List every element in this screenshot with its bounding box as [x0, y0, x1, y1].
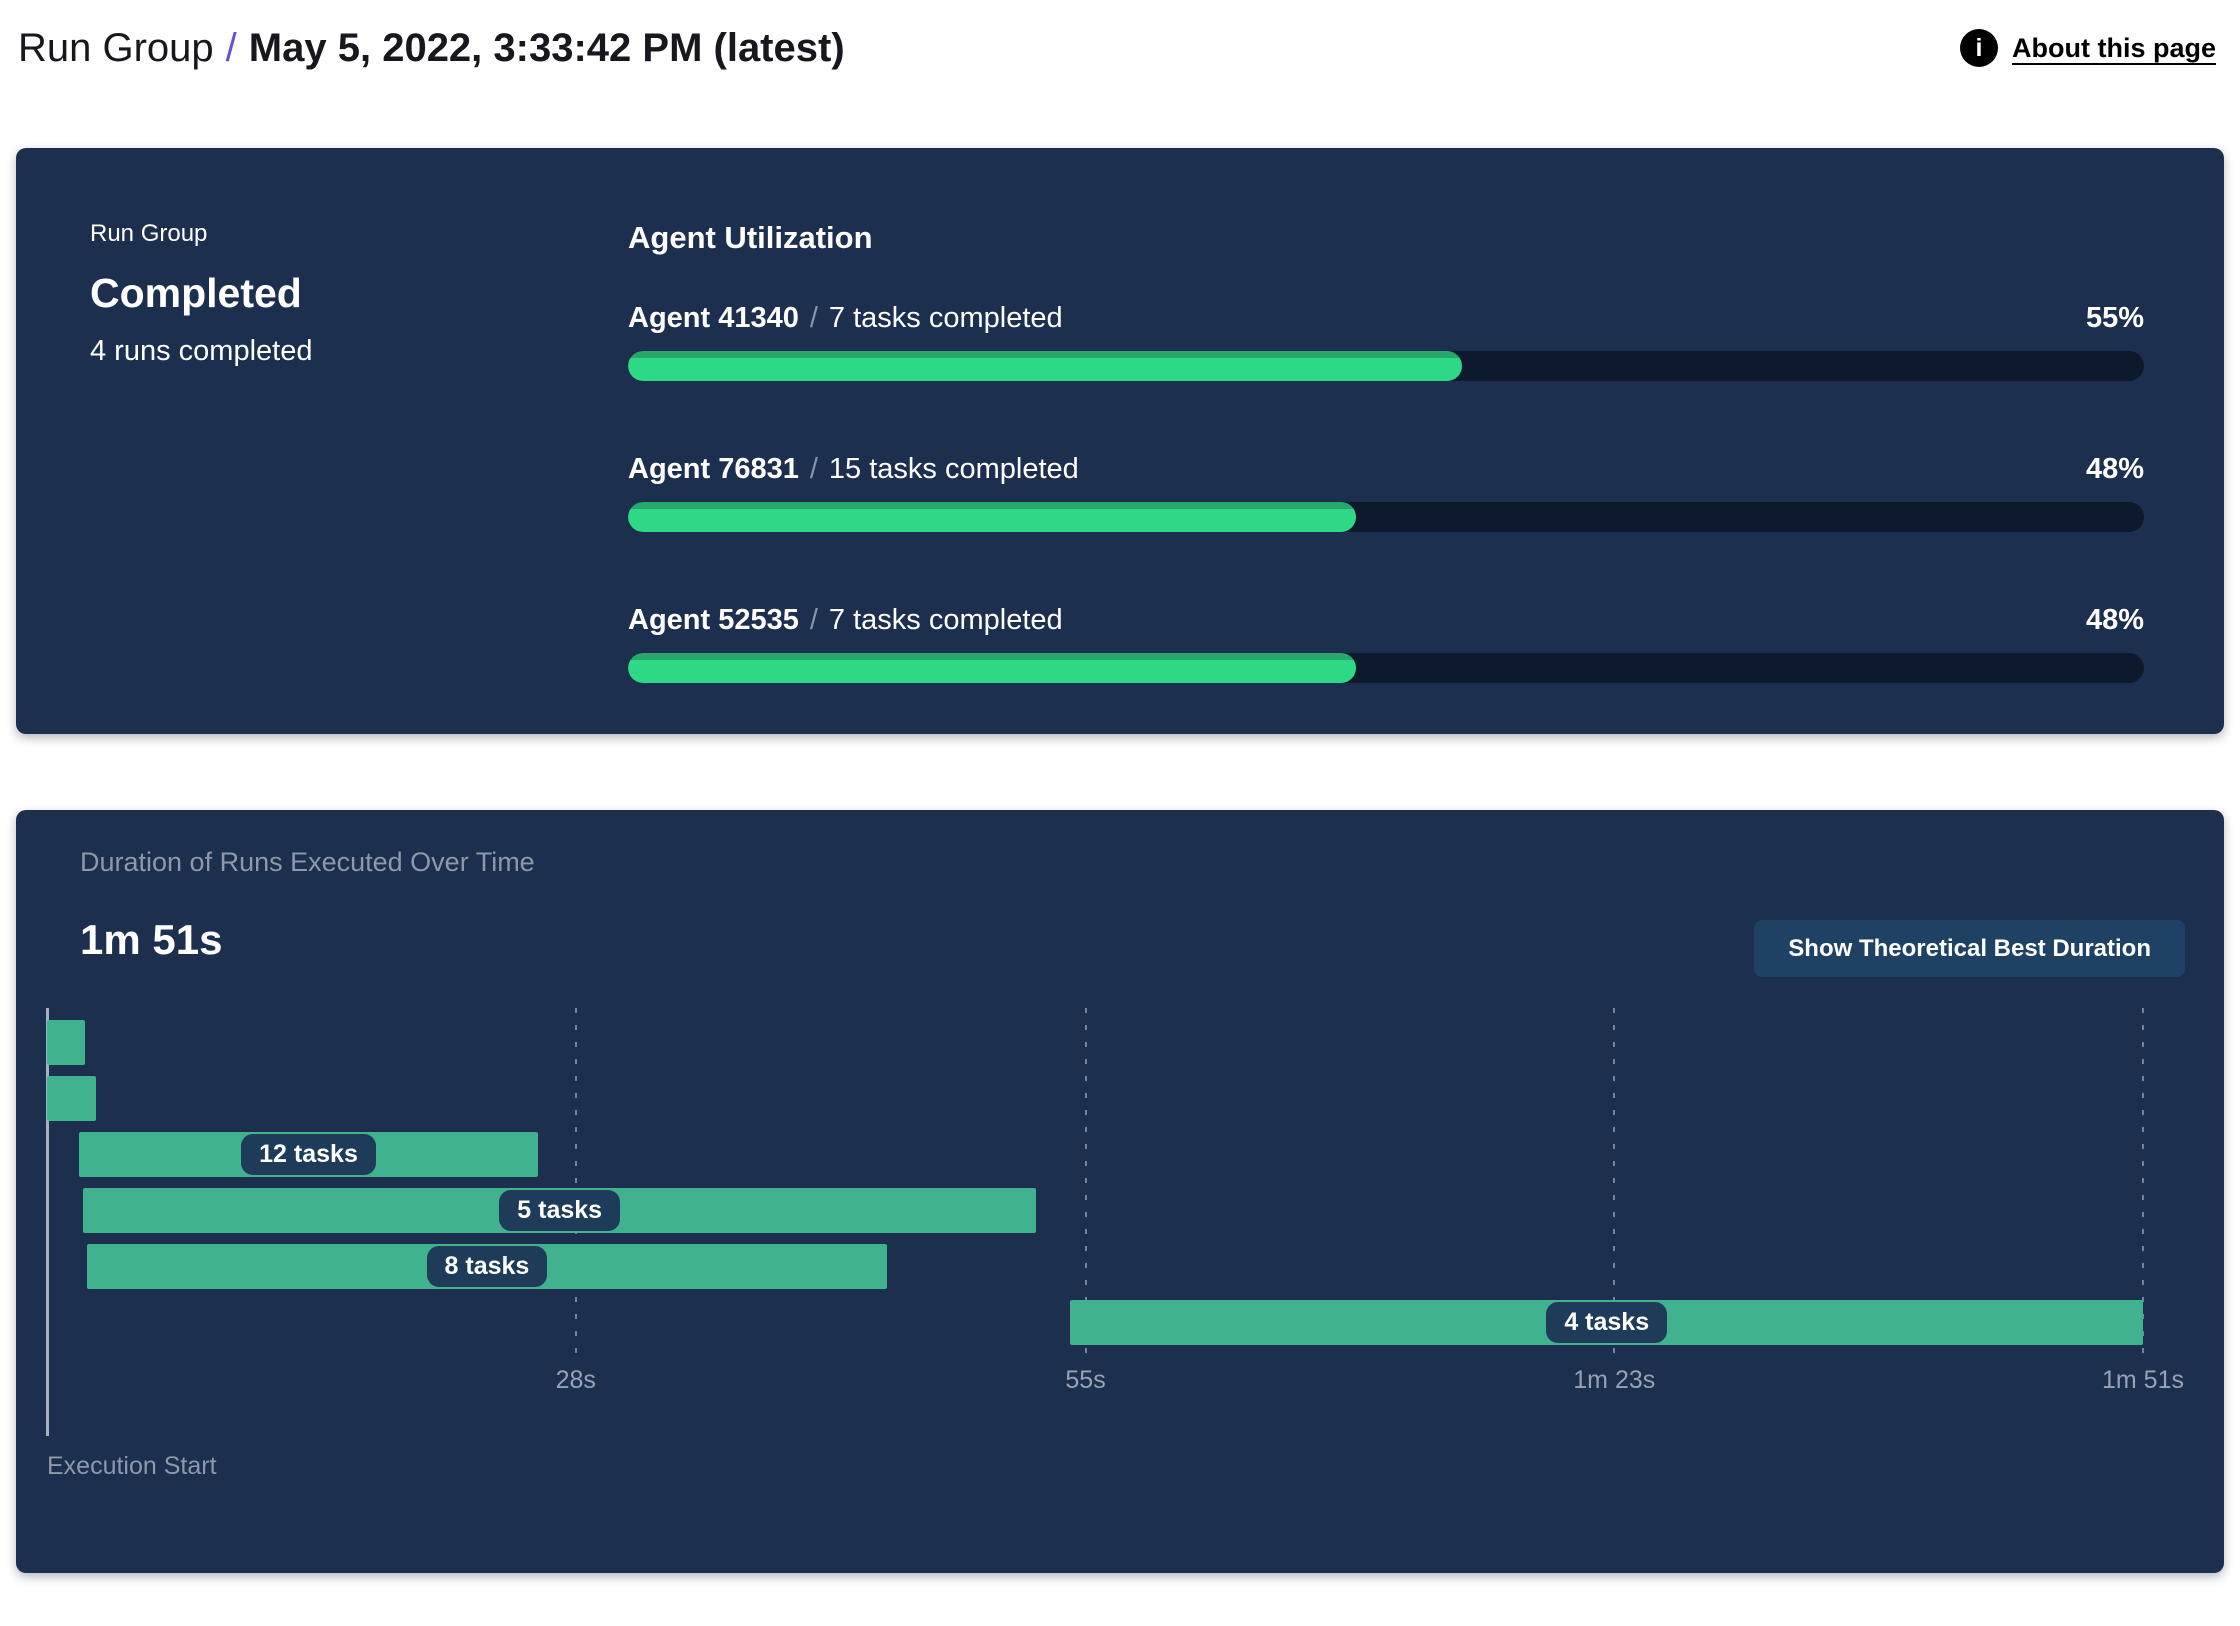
time-tick-label: 28s — [555, 1366, 596, 1394]
agent-utilization-fill — [628, 502, 1356, 532]
agent-utilization-percent: 55% — [2085, 302, 2144, 334]
agent-tasks-completed: 7 tasks completed — [828, 604, 1063, 636]
time-tick-label: 1m 23s — [1573, 1366, 1656, 1394]
run-group-status: Completed — [90, 270, 302, 316]
time-tick-label: 1m 51s — [2102, 1366, 2184, 1394]
agent-utilization-track — [628, 502, 2144, 532]
gantt-run-bar[interactable]: 4 tasks — [1070, 1300, 2143, 1345]
agent-tasks-completed: 7 tasks completed — [828, 302, 1063, 334]
execution-start-label: Execution Start — [47, 1452, 217, 1480]
page: Run Group / May 5, 2022, 3:33:42 PM (lat… — [0, 0, 2240, 1573]
task-count-pill: 8 tasks — [426, 1246, 548, 1287]
agent-name: Agent 41340 — [628, 302, 799, 334]
runs-completed-summary: 4 runs completed — [90, 335, 313, 367]
gantt-run-bar[interactable] — [47, 1076, 97, 1121]
agent-row: Agent 52535 / 7 tasks completed 48% — [628, 604, 2144, 683]
time-gridline — [1613, 1008, 1616, 1358]
agent-row-header: Agent 52535 / 7 tasks completed 48% — [628, 604, 2144, 637]
execution-start-axis-line — [46, 1008, 49, 1436]
breadcrumb-current-run: May 5, 2022, 3:33:42 PM (latest) — [248, 25, 845, 70]
time-tick-label: 55s — [1065, 1366, 1106, 1394]
about-this-page-link[interactable]: i About this page — [1960, 29, 2216, 67]
agent-name-separator: / — [809, 453, 818, 485]
agent-name: Agent 76831 — [628, 453, 799, 485]
gantt-run-bar[interactable] — [47, 1020, 85, 1065]
duration-panel: Duration of Runs Executed Over Time 1m 5… — [16, 810, 2224, 1573]
run-group-label: Run Group — [90, 220, 208, 247]
about-this-page-label: About this page — [2012, 32, 2216, 63]
gantt-run-bar[interactable]: 8 tasks — [86, 1244, 888, 1289]
agent-utilization-section: Agent Utilization Agent 41340 / 7 tasks … — [628, 220, 2144, 734]
breadcrumb-run-group: Run Group — [18, 25, 214, 70]
page-title: Run Group / May 5, 2022, 3:33:42 PM (lat… — [18, 26, 845, 71]
agent-utilization-percent: 48% — [2085, 453, 2144, 485]
time-gridline — [1084, 1008, 1087, 1358]
task-count-pill: 4 tasks — [1546, 1302, 1668, 1343]
page-header: Run Group / May 5, 2022, 3:33:42 PM (lat… — [0, 0, 2240, 96]
agent-name-separator: / — [809, 604, 818, 636]
agent-utilization-fill — [628, 653, 1356, 683]
gantt-chart: 12 tasks 5 tasks 8 tasks 4 tasks 28s 55s 1m 2… — [46, 1008, 2184, 1488]
breadcrumb-separator: / — [225, 25, 237, 70]
info-icon-glyph: i — [1975, 33, 1983, 62]
agent-row: Agent 41340 / 7 tasks completed 55% — [628, 302, 2144, 381]
agent-utilization-track — [628, 653, 2144, 683]
duration-chart-title: Duration of Runs Executed Over Time — [80, 847, 535, 877]
run-group-summary: Run Group Completed 4 runs completed — [90, 220, 628, 734]
gantt-run-bar[interactable]: 12 tasks — [79, 1132, 538, 1177]
task-count-pill: 12 tasks — [241, 1134, 376, 1175]
agent-utilization-fill — [628, 351, 1462, 381]
agent-utilization-track — [628, 351, 2144, 381]
time-gridline — [2142, 1008, 2144, 1358]
total-duration-value: 1m 51s — [80, 916, 223, 963]
show-theoretical-best-duration-button[interactable]: Show Theoretical Best Duration — [1754, 920, 2185, 977]
agent-row-header: Agent 41340 / 7 tasks completed 55% — [628, 302, 2144, 335]
time-gridline — [574, 1008, 577, 1358]
agent-name: Agent 52535 — [628, 604, 799, 636]
task-count-pill: 5 tasks — [499, 1190, 621, 1231]
agent-utilization-title: Agent Utilization — [628, 220, 873, 255]
agent-row: Agent 76831 / 15 tasks completed 48% — [628, 453, 2144, 532]
run-group-panel: Run Group Completed 4 runs completed Age… — [16, 148, 2224, 734]
agent-name-separator: / — [809, 302, 818, 334]
gantt-run-bar[interactable]: 5 tasks — [82, 1188, 1037, 1233]
info-icon: i — [1960, 29, 1998, 67]
agent-utilization-percent: 48% — [2085, 604, 2144, 636]
agent-tasks-completed: 15 tasks completed — [828, 453, 1079, 485]
agent-rows: Agent 41340 / 7 tasks completed 55% Agen… — [628, 302, 2144, 683]
agent-row-header: Agent 76831 / 15 tasks completed 48% — [628, 453, 2144, 486]
